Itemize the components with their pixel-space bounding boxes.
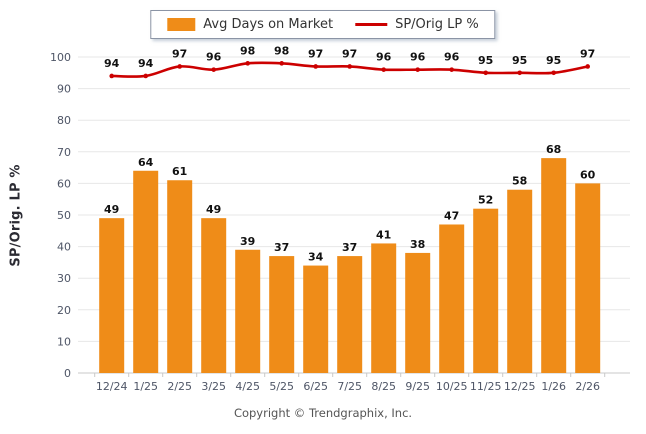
line-point bbox=[415, 67, 421, 72]
line-value-label: 97 bbox=[342, 47, 357, 60]
x-tick-label: 6/25 bbox=[303, 380, 328, 393]
legend: Avg Days on Market SP/Orig LP % bbox=[150, 10, 496, 39]
line-value-label: 97 bbox=[172, 47, 187, 60]
line-value-label: 94 bbox=[138, 57, 154, 70]
bar-value-label: 61 bbox=[172, 165, 187, 178]
x-tick-label: 2/26 bbox=[575, 380, 600, 393]
line-point bbox=[109, 73, 114, 79]
bar bbox=[201, 218, 227, 373]
line-value-label: 96 bbox=[376, 51, 392, 64]
bar-value-label: 49 bbox=[206, 203, 221, 216]
y-tick-label: 0 bbox=[64, 367, 71, 380]
line-value-label: 97 bbox=[308, 47, 323, 60]
x-tick-label: 1/25 bbox=[133, 380, 158, 393]
line-point bbox=[517, 70, 522, 76]
line-point bbox=[381, 67, 387, 72]
bar bbox=[541, 158, 567, 373]
line-point bbox=[279, 61, 285, 66]
bar-value-label: 38 bbox=[410, 238, 425, 251]
line-value-label: 94 bbox=[104, 57, 120, 70]
line-point bbox=[211, 67, 216, 72]
x-tick-label: 2/25 bbox=[167, 380, 192, 393]
bar bbox=[337, 256, 363, 373]
copyright-text: Copyright © Trendgraphix, Inc. bbox=[233, 406, 413, 420]
x-tick-label: 7/25 bbox=[337, 380, 362, 393]
x-tick-label: 1/26 bbox=[541, 380, 566, 393]
bar-value-label: 52 bbox=[478, 194, 493, 207]
bar bbox=[303, 265, 329, 373]
line-value-label: 97 bbox=[580, 47, 595, 60]
x-tick-label: 9/25 bbox=[405, 380, 430, 393]
line-point bbox=[449, 67, 455, 72]
line-point bbox=[347, 64, 353, 69]
x-tick-label: 4/25 bbox=[235, 380, 260, 393]
line-legend-label: SP/Orig LP % bbox=[395, 17, 479, 32]
bar bbox=[439, 224, 465, 373]
bar-value-label: 39 bbox=[240, 235, 255, 248]
x-tick-label: 12/24 bbox=[96, 380, 128, 393]
line-point bbox=[585, 64, 590, 69]
bar bbox=[575, 183, 601, 373]
line-point bbox=[143, 73, 148, 79]
y-tick-label: 100 bbox=[50, 51, 71, 64]
line-value-label: 98 bbox=[274, 44, 289, 57]
line-value-label: 96 bbox=[410, 51, 426, 64]
x-tick-label: 11/25 bbox=[470, 380, 502, 393]
bar bbox=[405, 252, 431, 373]
x-tick-label: 3/25 bbox=[201, 380, 226, 393]
bar-value-label: 64 bbox=[138, 156, 154, 169]
y-tick-label: 10 bbox=[57, 335, 71, 348]
x-tick-label: 8/25 bbox=[371, 380, 396, 393]
line-point bbox=[483, 70, 489, 76]
y-tick-label: 90 bbox=[57, 83, 71, 96]
x-tick-label: 5/25 bbox=[269, 380, 294, 393]
y-axis-title: SP/Orig. LP % bbox=[8, 164, 24, 267]
bar-value-label: 60 bbox=[580, 168, 596, 181]
x-tick-label: 10/25 bbox=[436, 380, 468, 393]
y-tick-label: 30 bbox=[57, 272, 71, 285]
bar-value-label: 41 bbox=[376, 228, 391, 241]
line-value-label: 95 bbox=[478, 54, 493, 67]
bar bbox=[99, 218, 125, 373]
y-tick-label: 40 bbox=[57, 241, 71, 254]
y-tick-label: 70 bbox=[57, 146, 71, 159]
line-point bbox=[313, 64, 319, 69]
bar bbox=[507, 189, 533, 373]
bar bbox=[473, 208, 499, 373]
y-tick-label: 60 bbox=[57, 177, 71, 190]
y-tick-label: 50 bbox=[57, 209, 71, 222]
bar bbox=[167, 180, 193, 373]
bar bbox=[133, 170, 159, 373]
bar-value-label: 34 bbox=[308, 251, 324, 264]
bar bbox=[235, 249, 261, 373]
line-value-label: 95 bbox=[512, 54, 527, 67]
bar-value-label: 47 bbox=[444, 209, 459, 222]
line-point bbox=[245, 61, 250, 66]
bar-value-label: 58 bbox=[512, 175, 527, 188]
bar-value-label: 37 bbox=[342, 241, 357, 254]
y-tick-label: 20 bbox=[57, 304, 71, 317]
line-value-label: 95 bbox=[546, 54, 561, 67]
bar bbox=[269, 256, 295, 373]
line-value-label: 96 bbox=[206, 51, 222, 64]
y-tick-label: 80 bbox=[57, 114, 71, 127]
bar-legend-label: Avg Days on Market bbox=[203, 17, 334, 32]
line-point bbox=[177, 64, 182, 69]
line-legend-swatch bbox=[355, 23, 388, 26]
x-tick-label: 12/25 bbox=[504, 380, 536, 393]
bar-value-label: 37 bbox=[274, 241, 289, 254]
bar bbox=[371, 243, 397, 373]
bar-value-label: 68 bbox=[546, 143, 561, 156]
line-value-label: 96 bbox=[444, 51, 460, 64]
line-point bbox=[551, 70, 556, 76]
bar-legend-swatch bbox=[167, 18, 196, 31]
line-value-label: 98 bbox=[240, 44, 255, 57]
bar-value-label: 49 bbox=[104, 203, 119, 216]
